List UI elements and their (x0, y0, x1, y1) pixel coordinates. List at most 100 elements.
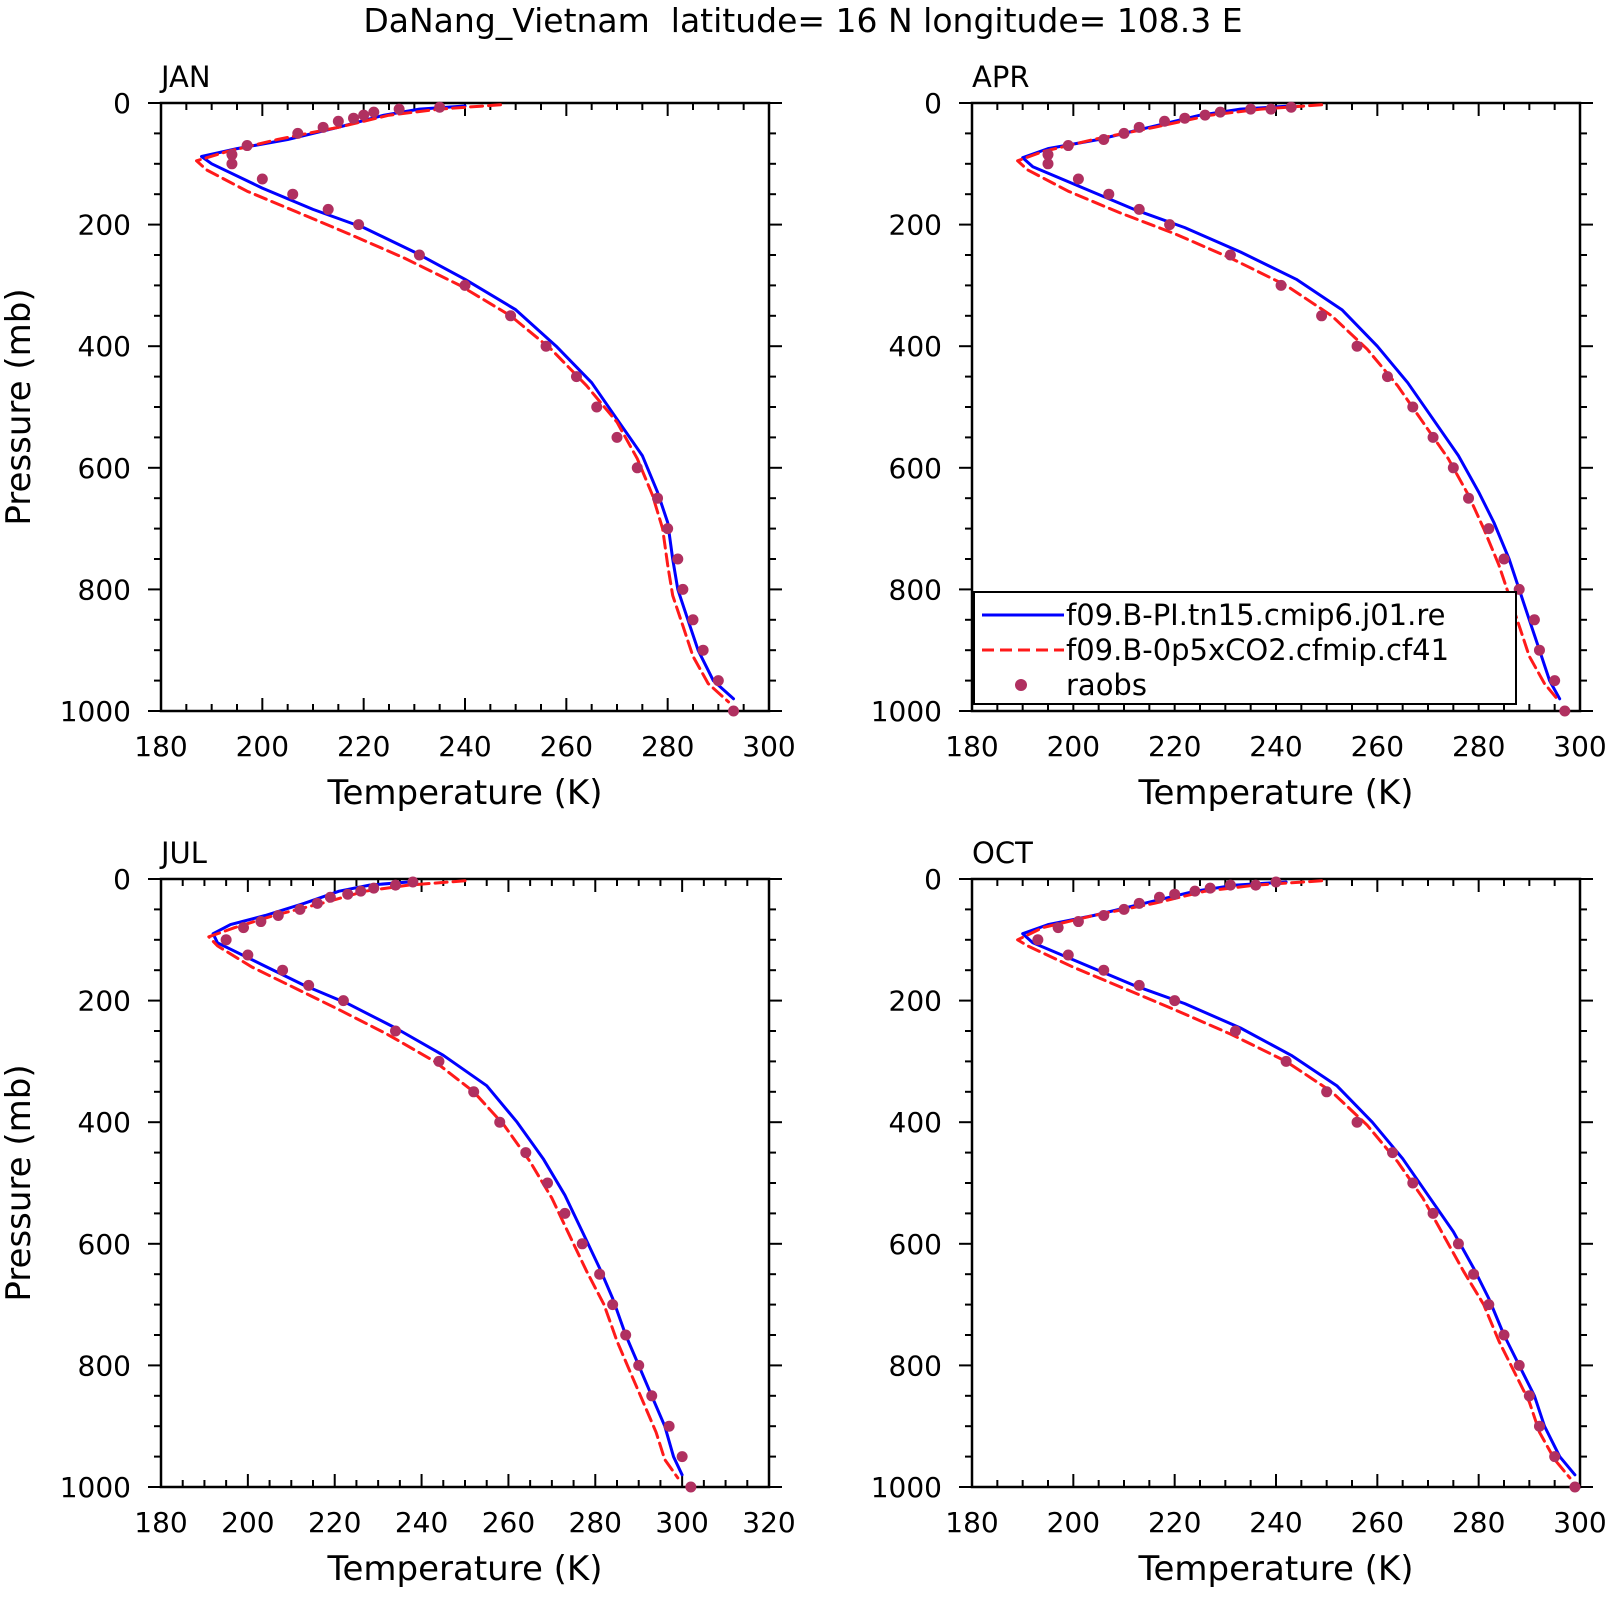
raobs-point (220, 934, 232, 946)
plot-frame (970, 877, 1582, 1489)
raobs-point (1133, 897, 1145, 909)
x-tick-label: 200 (236, 730, 289, 763)
raobs-point (1189, 885, 1201, 897)
raobs-point (685, 1481, 697, 1493)
panels: JAN 180 200 220 240 260 280 300 0 200 400 600 800 100… (0, 60, 1606, 1589)
raobs-point (1569, 1481, 1581, 1493)
y-tick-label: 200 (889, 209, 942, 242)
raobs-point (332, 115, 344, 127)
raobs-point (368, 882, 380, 894)
x-tick-label: 220 (1148, 730, 1201, 763)
raobs-point (459, 279, 471, 291)
raobs-point (317, 121, 329, 133)
y-tick-label: 800 (78, 1349, 131, 1382)
raobs-point (226, 158, 238, 170)
y-tick-label: 1000 (60, 1471, 131, 1504)
y-tick-label: 400 (78, 330, 131, 363)
raobs-point (646, 1390, 658, 1402)
x-tick-label: 240 (438, 730, 491, 763)
x-tick-label: 240 (1249, 730, 1302, 763)
panel-label: OCT (972, 836, 1033, 870)
raobs-point (355, 885, 367, 897)
panel-oct: OCT 180 200 220 240 260 280 300 0 200 400 600 800 100… (871, 836, 1606, 1589)
y-tick-label: 1000 (871, 695, 942, 728)
series-line-0p5xco2 (1016, 879, 1572, 1480)
raobs-point (520, 1147, 532, 1159)
x-tick-label: 260 (1351, 1506, 1404, 1539)
y-tick-label: 400 (889, 1106, 942, 1139)
raobs-point (368, 106, 380, 118)
raobs-point (1285, 101, 1297, 113)
raobs-point (1533, 644, 1545, 656)
raobs-point (494, 1116, 506, 1128)
raobs-point (1427, 1207, 1439, 1219)
raobs-point (413, 249, 425, 261)
raobs-point (672, 553, 684, 565)
raobs-point (433, 1055, 445, 1067)
panel-jul: JUL 180 200 220 240 260 280 300 320 0 200 400 600 800… (0, 836, 796, 1589)
raobs-point (337, 995, 349, 1007)
raobs-point (1265, 103, 1277, 115)
raobs-point (256, 173, 268, 185)
raobs-point (303, 979, 315, 991)
raobs-point (663, 1420, 675, 1432)
raobs-point (728, 705, 740, 717)
y-tick-label: 200 (78, 209, 131, 242)
y-tick-label: 200 (889, 985, 942, 1018)
y-tick-label: 0 (113, 863, 131, 896)
raobs-point (1559, 705, 1571, 717)
raobs-point (1407, 1177, 1419, 1189)
legend-dot-raobs (1015, 679, 1027, 691)
y-tick-label: 800 (78, 573, 131, 606)
raobs-point (1133, 203, 1145, 215)
raobs-point (542, 1177, 554, 1189)
y-tick-label: 600 (889, 452, 942, 485)
raobs-point (1452, 1238, 1464, 1250)
x-tick-label: 260 (1351, 730, 1404, 763)
raobs-point (540, 340, 552, 352)
panel-label: JUL (159, 836, 207, 870)
raobs-point (1118, 903, 1130, 915)
raobs-point (687, 614, 699, 626)
x-tick-label: 200 (221, 1506, 274, 1539)
x-tick-label: 280 (641, 730, 694, 763)
series-line-0p5xco2 (195, 103, 730, 704)
legend: f09.B-PI.tn15.cmip6.j01.ref09.B-0p5xCO2.… (973, 591, 1517, 705)
raobs-point (559, 1207, 571, 1219)
y-tick-label: 1000 (871, 1471, 942, 1504)
x-tick-label: 280 (569, 1506, 622, 1539)
raobs-point (1103, 188, 1115, 200)
raobs-point (324, 891, 336, 903)
raobs-point (1351, 340, 1363, 352)
raobs-point (662, 523, 674, 535)
x-tick-label: 220 (1148, 1506, 1201, 1539)
raobs-point (407, 876, 419, 888)
x-axis-label: Temperature (K) (1137, 773, 1413, 813)
x-tick-label: 300 (655, 1506, 708, 1539)
raobs-point (1381, 371, 1393, 383)
x-tick-label: 180 (134, 1506, 187, 1539)
legend-box (973, 591, 1517, 705)
panel-label: JAN (159, 60, 211, 94)
raobs-point (1199, 109, 1211, 121)
raobs-point (652, 492, 664, 504)
raobs-point (1549, 1451, 1561, 1463)
y-axis-label: Pressure (mb) (0, 288, 39, 525)
raobs-point (322, 203, 334, 215)
raobs-point (468, 1086, 480, 1098)
y-tick-label: 0 (924, 87, 942, 120)
x-tick-label: 240 (1249, 1506, 1302, 1539)
raobs-point (1224, 249, 1236, 261)
raobs-point (1214, 106, 1226, 118)
x-tick-label: 200 (1047, 730, 1100, 763)
legend-label: f09.B-PI.tn15.cmip6.j01.re (1066, 598, 1445, 632)
x-axis-label: Temperature (K) (326, 773, 602, 813)
raobs-point (1533, 1420, 1545, 1432)
raobs-point (1229, 1025, 1241, 1037)
raobs-point (1169, 888, 1181, 900)
x-tick-label: 180 (134, 730, 187, 763)
raobs-point (1042, 158, 1054, 170)
raobs-point (294, 903, 306, 915)
raobs-point (633, 1359, 645, 1371)
